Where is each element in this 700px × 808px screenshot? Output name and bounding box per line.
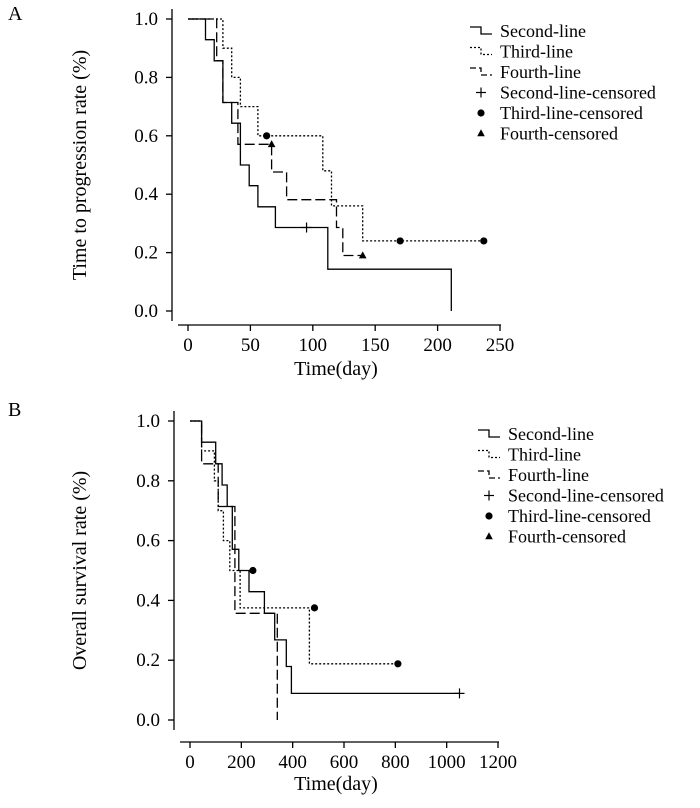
y-tick-label: 0.6: [134, 126, 158, 147]
x-tick-label: 400: [278, 752, 307, 773]
legend-label: Fourth-censored: [508, 527, 626, 547]
legend-label: Fourth-censored: [500, 124, 618, 144]
x-axis-title: Time(day): [294, 358, 378, 380]
legend-symbol-dashed: [470, 67, 492, 76]
y-tick-label: 0.0: [136, 710, 160, 731]
panel-a-time-to-progression: A 0 50 100 150 200 250 0.0 0.2 0.4 0.6 0.8 1.0 Time(d…: [8, 3, 656, 380]
y-tick-label: 0.4: [136, 590, 160, 611]
legend-symbol-triangle: [477, 129, 485, 137]
series-line-third-line: [190, 420, 398, 665]
series-line-fourth-line: [188, 18, 363, 257]
legend-symbol-circle: [485, 512, 493, 520]
legend-label: Third-line: [508, 445, 581, 465]
panel-b-overall-survival: B 0 200 400 600 800 1000 1200 0.0 0.2 0.4 0.6 0.8 1.0…: [8, 399, 664, 795]
y-tick-label: 0.4: [134, 184, 158, 205]
y-axis-title: Time to progression rate (%): [69, 50, 91, 280]
x-tick-label: 200: [423, 335, 452, 356]
x-tick-label: 150: [361, 335, 390, 356]
legend-symbol-triangle: [485, 532, 493, 540]
y-tick-label: 0.2: [136, 650, 160, 671]
censor-mark-second-line: [301, 222, 312, 233]
legend-label: Second-line: [500, 21, 586, 41]
x-tick-label: 1200: [479, 752, 517, 773]
y-axis-title: Overall survival rate (%): [69, 471, 91, 670]
censor-mark-fourth-line: [267, 140, 276, 148]
y-tick-label: 0.6: [136, 531, 160, 552]
series-line-third-line: [188, 18, 484, 242]
series-line-second-line: [190, 420, 460, 695]
legend-symbol-circle: [477, 109, 485, 117]
censor-mark-fourth-line: [358, 251, 367, 259]
series-line-second-line: [188, 18, 452, 311]
censor-mark-third-line: [396, 237, 404, 245]
legend-symbol-plus: [476, 87, 486, 98]
censor-mark-third-line: [249, 566, 257, 575]
y-tick-label: 0.8: [136, 471, 160, 492]
y-tick-label: 0.0: [134, 301, 158, 322]
legend-label: Second-line-censored: [508, 486, 664, 506]
legend-symbol-dotted: [470, 46, 492, 56]
x-tick-label: 100: [299, 335, 328, 356]
legend-symbol-solid: [470, 26, 492, 35]
censor-mark-third-line: [394, 660, 402, 668]
legend-symbol-plus: [484, 490, 494, 501]
legend-symbol-dotted: [478, 449, 500, 459]
censor-mark-third-line: [263, 132, 271, 140]
x-tick-label: 200: [227, 752, 256, 773]
y-tick-label: 0.2: [134, 243, 158, 264]
legend-label: Second-line: [508, 424, 594, 444]
y-tick-label: 0.8: [134, 67, 158, 88]
series-line-fourth-line: [190, 420, 278, 720]
y-tick-label: 1.0: [136, 411, 160, 432]
legend-label: Third-line: [500, 42, 573, 62]
panel-label: B: [8, 399, 21, 421]
x-tick-label: 800: [381, 752, 410, 773]
x-axis-title: Time(day): [294, 773, 378, 795]
y-tick-label: 1.0: [134, 9, 158, 30]
legend-label: Second-line-censored: [500, 83, 656, 103]
censor-mark-second-line: [454, 688, 465, 699]
legend: Second-lineThird-lineFourth-lineSecond-l…: [470, 21, 656, 144]
legend-label: Fourth-line: [508, 465, 589, 485]
x-tick-label: 0: [183, 335, 193, 356]
x-tick-label: 250: [486, 335, 515, 356]
censor-mark-third-line: [310, 604, 319, 612]
legend-symbol-solid: [478, 429, 500, 438]
legend: Second-lineThird-lineFourth-lineSecond-l…: [478, 424, 664, 547]
x-tick-label: 50: [241, 335, 260, 356]
legend-label: Third-line-censored: [500, 103, 643, 123]
x-tick-label: 0: [185, 752, 195, 773]
legend-label: Fourth-line: [500, 62, 581, 82]
legend-label: Third-line-censored: [508, 506, 651, 526]
panel-label: A: [8, 3, 23, 25]
legend-symbol-dashed: [478, 470, 500, 479]
censor-mark-third-line: [480, 237, 488, 245]
x-tick-label: 600: [330, 752, 359, 773]
x-tick-label: 1000: [428, 752, 466, 773]
